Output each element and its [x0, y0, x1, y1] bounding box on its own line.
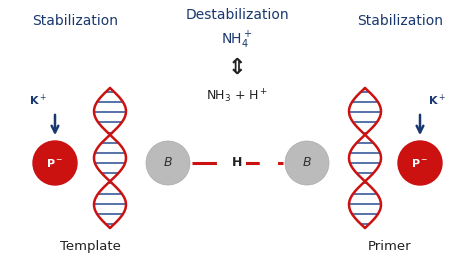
Text: P$^-$: P$^-$ [411, 157, 428, 169]
Text: Primer: Primer [368, 240, 412, 253]
Text: K$^+$: K$^+$ [428, 93, 446, 108]
Text: ⇕: ⇕ [228, 58, 246, 78]
Text: Stabilization: Stabilization [32, 14, 118, 28]
Circle shape [285, 141, 329, 185]
Text: Stabilization: Stabilization [357, 14, 443, 28]
Text: Destabilization: Destabilization [185, 8, 289, 22]
Circle shape [398, 141, 442, 185]
Text: NH$_3$ + H$^+$: NH$_3$ + H$^+$ [206, 88, 268, 105]
Text: K$^+$: K$^+$ [29, 93, 47, 108]
Text: NH$_4^+$: NH$_4^+$ [221, 30, 253, 51]
Circle shape [33, 141, 77, 185]
Text: B: B [164, 156, 173, 169]
Text: B: B [303, 156, 311, 169]
Text: P$^-$: P$^-$ [46, 157, 64, 169]
Text: Template: Template [60, 240, 120, 253]
Circle shape [146, 141, 190, 185]
Text: H: H [232, 156, 242, 169]
